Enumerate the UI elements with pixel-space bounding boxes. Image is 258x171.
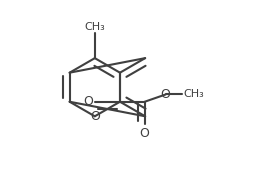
Text: O: O bbox=[90, 110, 100, 123]
Text: O: O bbox=[160, 88, 170, 101]
Text: CH₃: CH₃ bbox=[183, 89, 204, 100]
Text: CH₃: CH₃ bbox=[84, 22, 105, 32]
Text: O: O bbox=[84, 95, 94, 108]
Text: O: O bbox=[140, 127, 150, 140]
